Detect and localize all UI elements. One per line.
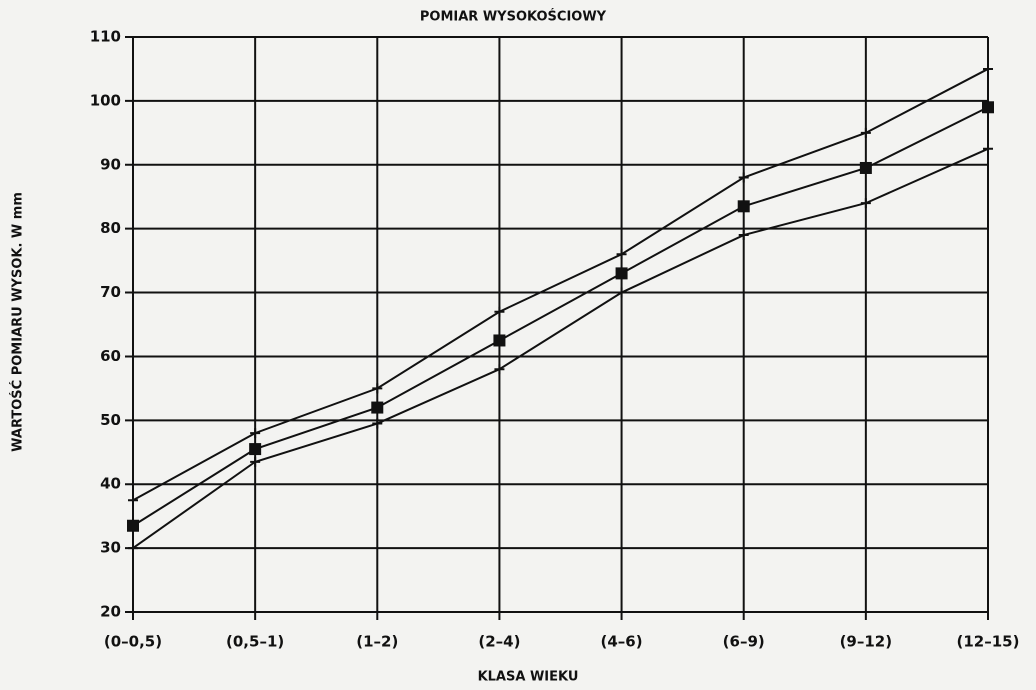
marker	[738, 230, 749, 241]
x-tick-label: (1–2)	[356, 633, 398, 651]
y-tick-label: 70	[100, 283, 121, 301]
marker	[860, 127, 871, 138]
marker	[493, 334, 506, 347]
y-tick-label: 60	[100, 347, 121, 365]
series-line	[132, 106, 989, 527]
y-tick-label: 100	[90, 91, 121, 109]
marker	[128, 543, 138, 554]
x-tick-label: (12–15)	[957, 633, 1020, 651]
marker	[128, 495, 138, 506]
marker	[250, 428, 261, 439]
x-tick-label: (0–0,5)	[104, 633, 162, 651]
marker	[372, 383, 383, 394]
series-line	[132, 68, 989, 502]
x-tick-label: (9–12)	[840, 633, 893, 651]
y-tick-label: 40	[100, 475, 121, 493]
series-line	[132, 147, 989, 549]
marker	[859, 161, 872, 174]
marker	[615, 267, 628, 280]
y-tick-label: 20	[100, 603, 121, 621]
marker	[983, 63, 993, 74]
marker	[249, 443, 262, 456]
marker	[494, 364, 505, 375]
x-tick-label: (2–4)	[478, 633, 520, 651]
y-tick-label: 50	[100, 411, 121, 429]
marker	[371, 401, 384, 414]
x-tick-label: (4–6)	[601, 633, 643, 651]
marker	[982, 101, 994, 114]
y-tick-label: 90	[100, 155, 121, 173]
marker	[372, 418, 383, 429]
marker	[494, 306, 505, 317]
y-tick-label: 110	[90, 28, 121, 46]
marker	[738, 172, 749, 183]
marker	[737, 200, 750, 213]
x-tick-label: (6–9)	[723, 633, 765, 651]
marker	[127, 519, 139, 532]
marker	[250, 456, 261, 467]
x-axis-label: KLASA WIEKU	[478, 670, 579, 685]
marker	[983, 143, 993, 154]
y-tick-label: 80	[100, 219, 121, 237]
chart-title: POMIAR WYSOKOŚCIOWY	[420, 9, 607, 25]
marker	[860, 198, 871, 209]
marker	[616, 249, 627, 260]
y-axis-label: WARTOŚĆ POMIARU WYSOK. W mm	[10, 192, 26, 452]
y-tick-label: 30	[100, 539, 121, 557]
x-tick-label: (0,5–1)	[226, 633, 284, 651]
marker	[616, 287, 627, 298]
